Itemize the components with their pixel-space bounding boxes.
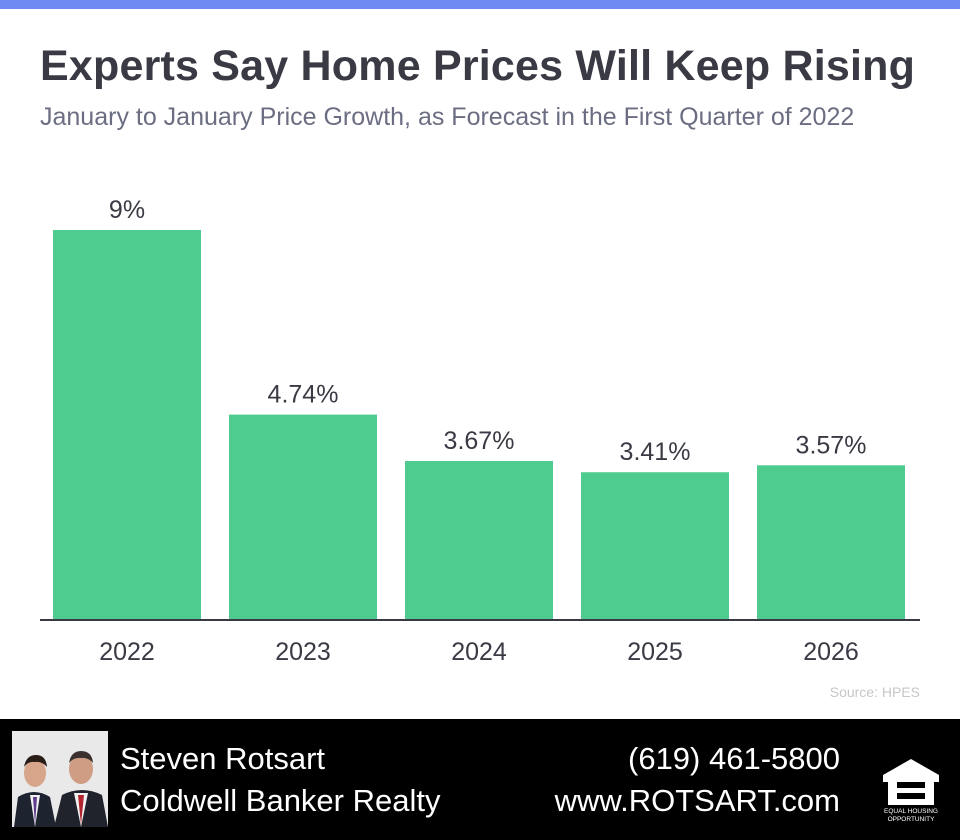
website-link[interactable]: www.ROTSART.com: [554, 783, 840, 818]
bar-2022: [53, 230, 201, 620]
agent-photo: [12, 731, 108, 827]
bar-2023: [229, 414, 377, 620]
page-subtitle: January to January Price Growth, as Fore…: [40, 103, 855, 131]
x-tick-label-2023: 2023: [275, 638, 331, 666]
x-tick-label-2025: 2025: [627, 638, 683, 666]
agent-name: Steven Rotsart: [120, 741, 326, 776]
source-note: Source: HPES: [829, 684, 920, 700]
phone-number[interactable]: (619) 461-5800: [628, 741, 840, 776]
bar-2025: [581, 472, 729, 620]
data-label-2025: 3.41%: [620, 438, 691, 466]
bar-2024: [405, 460, 553, 620]
eho-text-line1: EQUAL HOUSING: [884, 808, 938, 815]
eho-text-line2: OPPORTUNITY: [888, 816, 935, 823]
equal-housing-opportunity-icon: EQUAL HOUSING OPPORTUNITY: [883, 759, 939, 823]
bar-chart: 9% 2022 4.74% 2023 3.67% 2024 3.41% 2025 3.57% 20…: [40, 196, 920, 666]
brokerage-name: Coldwell Banker Realty: [120, 783, 441, 818]
data-label-2023: 4.74%: [268, 381, 339, 409]
bar-2026: [757, 465, 905, 620]
page-title: Experts Say Home Prices Will Keep Rising: [40, 42, 916, 90]
data-label-2024: 3.67%: [444, 427, 515, 455]
data-label-2026: 3.57%: [796, 431, 867, 459]
x-tick-label-2022: 2022: [99, 638, 155, 666]
footer-banner: Steven Rotsart Coldwell Banker Realty (6…: [0, 719, 960, 840]
x-tick-label-2026: 2026: [803, 638, 859, 666]
x-tick-label-2024: 2024: [451, 638, 507, 666]
data-label-2022: 9%: [109, 196, 145, 224]
top-accent-stripe: [0, 0, 960, 9]
